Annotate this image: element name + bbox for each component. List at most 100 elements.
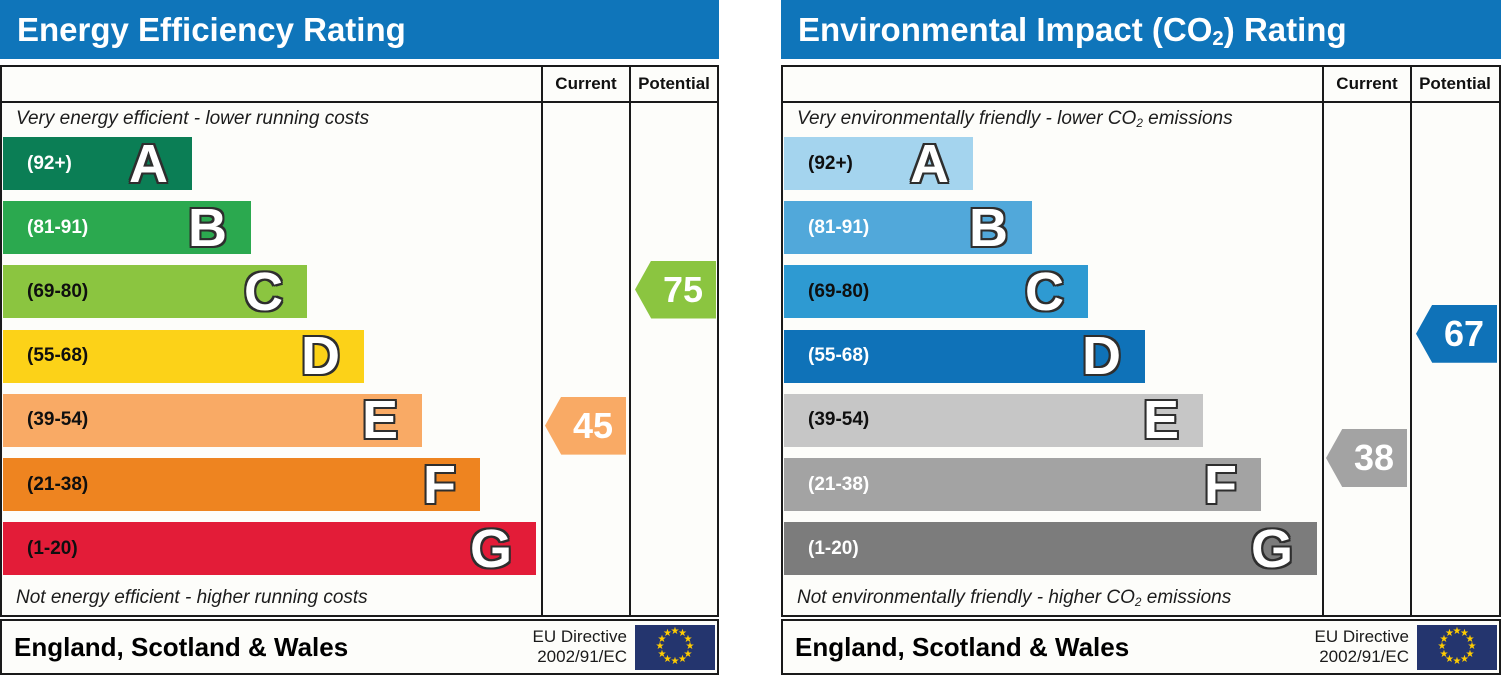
eu-star-icon: ★ bbox=[683, 648, 693, 660]
region-label: England, Scotland & Wales bbox=[795, 631, 1130, 662]
rating-table: Current Potential Very environmentally f… bbox=[781, 65, 1501, 617]
eu-star-icon: ★ bbox=[657, 633, 667, 645]
eu-star-icon: ★ bbox=[663, 654, 672, 665]
band-range-label: (92+) bbox=[808, 152, 853, 174]
eu-star-icon: ★ bbox=[1452, 626, 1462, 637]
environmental-impact-chart: Environmental Impact (CO2) Rating Curren… bbox=[781, 0, 1501, 675]
band-d: (55-68) D bbox=[3, 326, 364, 387]
band-e: (39-54) E bbox=[3, 390, 422, 451]
footer: England, Scotland & Wales EU Directive 20… bbox=[0, 619, 719, 675]
current-rating-arrow: 45 bbox=[545, 396, 626, 455]
potential-rating-arrow: 67 bbox=[1416, 304, 1497, 363]
band-c: (69-80) C bbox=[3, 261, 307, 322]
eu-star-icon: ★ bbox=[1437, 641, 1447, 652]
caption-bottom: Not energy efficient - higher running co… bbox=[16, 587, 368, 608]
band-f: (21-38) F bbox=[784, 454, 1261, 515]
eu-star-icon: ★ bbox=[1445, 628, 1454, 639]
band-c: (69-80) C bbox=[784, 261, 1088, 322]
eu-star-icon: ★ bbox=[1445, 654, 1454, 665]
band-range-label: (81-91) bbox=[808, 216, 870, 238]
band-letter: A bbox=[129, 133, 168, 194]
band-letter: F bbox=[1204, 454, 1237, 515]
band-letter: A bbox=[910, 133, 949, 194]
band-range-label: (39-54) bbox=[27, 409, 89, 431]
current-column-header: Current bbox=[1336, 74, 1398, 93]
eu-star-icon: ★ bbox=[1460, 654, 1469, 665]
eu-star-icon: ★ bbox=[1439, 648, 1449, 660]
rating-body: Very energy efficient - lower running co… bbox=[2, 103, 717, 615]
band-a: (92+) A bbox=[784, 133, 973, 194]
band-letter: D bbox=[301, 326, 340, 387]
page-title: Environmental Impact (CO2) Rating bbox=[798, 10, 1347, 51]
current-rating-value: 38 bbox=[1353, 437, 1395, 478]
band-range-label: (92+) bbox=[27, 152, 72, 174]
energy-title-bar: Energy Efficiency Rating bbox=[0, 0, 719, 59]
current-rating-value: 45 bbox=[572, 404, 614, 446]
band-range-label: (21-38) bbox=[27, 473, 89, 495]
column-divider bbox=[1322, 67, 1324, 615]
band-g: (1-20) G bbox=[784, 518, 1317, 579]
band-letter: B bbox=[188, 197, 227, 258]
eu-star-icon: ★ bbox=[670, 626, 680, 637]
band-letter: E bbox=[361, 390, 398, 451]
band-range-label: (69-80) bbox=[808, 280, 870, 302]
current-rating-arrow: 38 bbox=[1326, 429, 1407, 487]
eu-star-icon: ★ bbox=[678, 628, 687, 639]
environmental-title-bar: Environmental Impact (CO2) Rating bbox=[781, 0, 1501, 59]
caption-top: Very energy efficient - lower running co… bbox=[16, 108, 370, 129]
eu-star-icon: ★ bbox=[655, 641, 665, 652]
band-b: (81-91) B bbox=[784, 197, 1032, 258]
band-e: (39-54) E bbox=[784, 390, 1203, 451]
page-title: Energy Efficiency Rating bbox=[17, 10, 406, 48]
table-header-row: Current Potential bbox=[2, 67, 717, 103]
potential-column-header: Potential bbox=[1419, 74, 1491, 93]
eu-star-icon: ★ bbox=[657, 648, 667, 660]
band-range-label: (1-20) bbox=[27, 537, 78, 559]
band-letter: G bbox=[469, 518, 512, 579]
rating-body: Very environmentally friendly - lower CO… bbox=[783, 103, 1499, 615]
column-divider bbox=[629, 67, 631, 615]
band-d: (55-68) D bbox=[784, 326, 1145, 387]
band-letter: B bbox=[969, 197, 1008, 258]
caption-bottom: Not environmentally friendly - higher CO… bbox=[797, 587, 1232, 609]
band-range-label: (39-54) bbox=[808, 409, 870, 431]
band-letter: E bbox=[1142, 390, 1179, 451]
eu-star-icon: ★ bbox=[1467, 641, 1477, 652]
band-letter: C bbox=[244, 261, 283, 322]
band-range-label: (55-68) bbox=[27, 345, 89, 367]
band-g: (1-20) G bbox=[3, 518, 536, 579]
potential-rating-arrow: 75 bbox=[635, 260, 716, 319]
column-divider bbox=[1410, 67, 1412, 615]
eu-star-icon: ★ bbox=[1439, 633, 1449, 645]
rating-table: Current Potential Very energy efficient … bbox=[0, 65, 719, 617]
band-range-label: (55-68) bbox=[808, 345, 870, 367]
eu-star-icon: ★ bbox=[1465, 648, 1475, 660]
eu-star-icon: ★ bbox=[683, 633, 693, 645]
eu-directive-label: EU Directive 2002/91/EC bbox=[1314, 626, 1409, 666]
caption-top: Very environmentally friendly - lower CO… bbox=[797, 108, 1233, 130]
potential-column-header: Potential bbox=[638, 74, 710, 93]
eu-star-icon: ★ bbox=[678, 654, 687, 665]
band-letter: C bbox=[1025, 261, 1064, 322]
band-a: (92+) A bbox=[3, 133, 192, 194]
band-letter: G bbox=[1250, 518, 1293, 579]
band-range-label: (81-91) bbox=[27, 216, 89, 238]
eu-star-icon: ★ bbox=[663, 628, 672, 639]
column-divider bbox=[541, 67, 543, 615]
eu-directive-label: EU Directive 2002/91/EC bbox=[532, 626, 627, 666]
band-b: (81-91) B bbox=[3, 197, 251, 258]
eu-star-icon: ★ bbox=[1452, 656, 1462, 667]
current-column-header: Current bbox=[555, 74, 617, 93]
band-letter: D bbox=[1082, 326, 1121, 387]
eu-flag-icon: ★ ★ ★ ★ ★ ★ ★ ★ ★ ★ ★ ★ bbox=[635, 624, 715, 670]
eu-star-icon: ★ bbox=[1465, 633, 1475, 645]
band-range-label: (21-38) bbox=[808, 473, 870, 495]
table-header-row: Current Potential bbox=[783, 67, 1499, 103]
potential-rating-value: 67 bbox=[1443, 312, 1485, 354]
eu-star-icon: ★ bbox=[1460, 628, 1469, 639]
footer: England, Scotland & Wales EU Directive 20… bbox=[781, 619, 1501, 675]
band-f: (21-38) F bbox=[3, 458, 480, 512]
potential-rating-value: 75 bbox=[662, 268, 704, 310]
eu-star-icon: ★ bbox=[670, 656, 680, 667]
region-label: England, Scotland & Wales bbox=[14, 631, 349, 662]
